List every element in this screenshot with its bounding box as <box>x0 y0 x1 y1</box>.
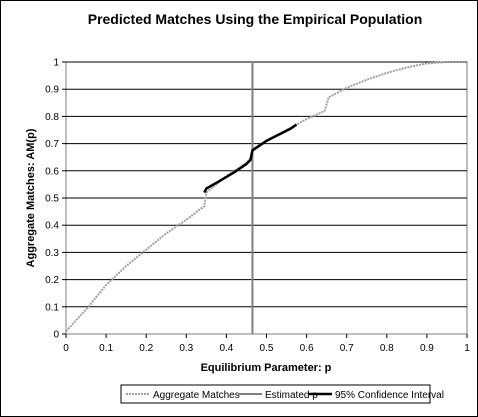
x-tick-label: 0.9 <box>420 343 434 354</box>
x-tick-label: 0.2 <box>139 343 153 354</box>
series-line-confidence-interval <box>203 123 298 194</box>
legend-box <box>120 384 431 404</box>
grid-lines <box>66 61 467 308</box>
x-tick-label: 0.6 <box>300 343 314 354</box>
legend: Aggregate Matches Estimated p 95% Confid… <box>120 384 444 404</box>
legend-label-estimated-p: Estimated p <box>265 390 318 401</box>
x-tick-label: 0.3 <box>179 343 193 354</box>
y-tick-label: 0.7 <box>45 139 59 150</box>
y-tick-label: 0.9 <box>45 85 59 96</box>
y-tick-label: 0.4 <box>45 221 59 232</box>
x-tick-label: 0.7 <box>340 343 354 354</box>
y-axis-label: Aggregate Matches: AM(p) <box>25 128 37 267</box>
y-tick-label: 0.6 <box>45 166 59 177</box>
y-axis-ticks: 0 0.1 0.2 0.3 0.4 0.5 0.6 0.7 0.8 0.9 1 <box>45 58 66 341</box>
series-line-aggregate-matches <box>65 61 467 332</box>
y-tick-label: 0.8 <box>45 112 59 123</box>
y-tick-label: 0.5 <box>45 194 59 205</box>
x-axis-label: Equilibrium Parameter: p <box>201 362 332 374</box>
y-tick-label: 0.3 <box>45 248 59 259</box>
y-tick-label: 0.2 <box>45 275 59 286</box>
chart-title: Predicted Matches Using the Empirical Po… <box>88 11 423 27</box>
legend-label-confidence-interval: 95% Confidence Interval <box>335 390 444 401</box>
x-tick-label: 0.1 <box>99 343 113 354</box>
x-tick-label: 0.8 <box>380 343 394 354</box>
y-tick-label: 1 <box>53 58 59 69</box>
x-tick-label: 0.5 <box>260 343 274 354</box>
x-tick-label: 0 <box>63 343 69 354</box>
y-tick-label: 0.1 <box>45 302 59 313</box>
x-axis-ticks: 0 0.1 0.2 0.3 0.4 0.5 0.6 0.7 0.8 0.9 1 <box>63 334 470 354</box>
x-tick-label: 0.4 <box>219 343 233 354</box>
legend-label-aggregate-matches: Aggregate Matches <box>153 390 240 401</box>
x-tick-label: 1 <box>464 343 470 354</box>
series-layer <box>65 61 467 334</box>
y-tick-label: 0 <box>53 330 59 341</box>
